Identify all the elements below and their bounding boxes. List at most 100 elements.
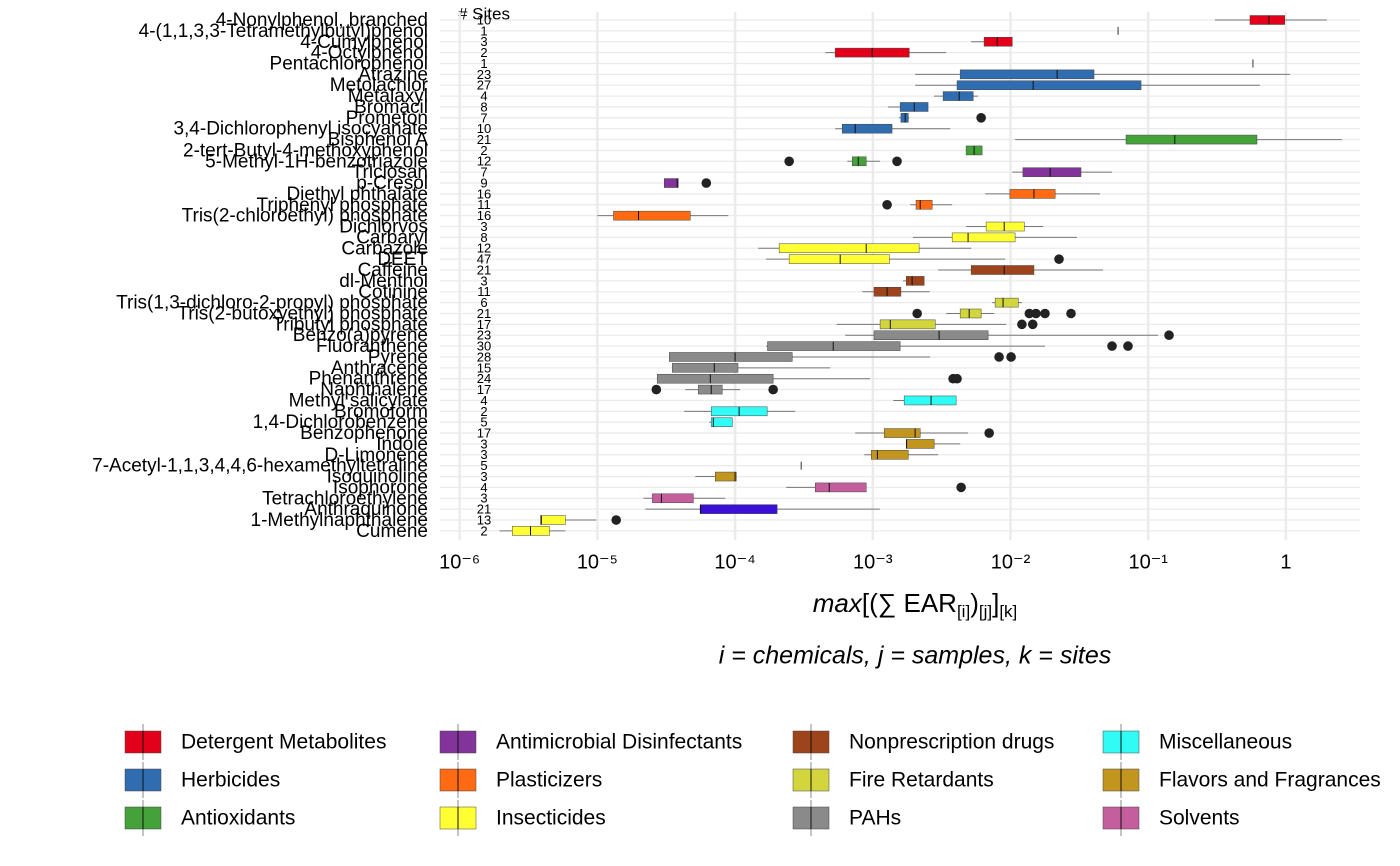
sites-header: # Sites [458,4,510,23]
outlier [956,482,966,493]
row-label: Triphenyl phosphate [257,195,428,216]
row-label: D-Limonene [325,445,429,466]
box [613,210,691,221]
site-count: 27 [477,78,491,93]
site-count: 8 [480,99,487,114]
row-label: 4-Octylphenol [311,43,428,64]
site-count: 28 [477,349,491,364]
site-count: 3 [480,469,487,484]
row-label: Bisphenol A [328,130,429,151]
box [1022,167,1082,177]
row-label: Naphthalene [320,380,428,401]
site-count: 13 [477,512,491,527]
outlier [1107,341,1117,351]
site-count: 16 [477,208,491,223]
row-label: Pyrene [368,347,428,368]
site-count: 3 [480,447,487,462]
row-label: Dichlorvos [339,217,428,238]
site-count: 10 [477,12,491,27]
row-label: DEET [377,249,428,270]
site-count: 30 [477,339,491,354]
box [983,36,1013,47]
outlier [976,113,986,123]
box [664,178,679,188]
row-label: Anthracene [331,358,428,379]
box [956,80,1142,90]
outlier [1054,254,1064,264]
site-count: 12 [477,154,491,169]
x-axis-title-part: ] [992,588,999,618]
site-count: 7 [480,110,487,125]
box [915,200,933,210]
site-count: 23 [477,67,491,82]
site-count: 47 [477,252,491,267]
row-label: Isophorone [333,477,428,498]
box [778,243,920,254]
box [906,276,925,286]
outlier [784,156,794,167]
row-label: Phenanthrene [309,369,428,390]
box [900,113,909,123]
box [970,265,1035,275]
site-count: 10 [477,121,491,136]
row-label: dl-Menthol [339,271,428,292]
row-label: Cumene [356,521,428,542]
site-count: 2 [480,523,487,538]
legend-label: Flavors and Fragrances [1159,769,1381,792]
legend-label: Fire Retardants [849,769,994,792]
row-label: Caffeine [358,260,428,281]
row-label: Fluoranthene [316,336,428,357]
x-axis-title: max[(∑ EAR[i])[j]][k] [813,588,1018,622]
row-label: Tris(2-chloroethyl) phosphate [182,206,428,227]
box [715,471,737,482]
row-label: Anthraquinone [304,499,428,520]
site-count: 3 [480,219,487,234]
box [710,417,733,427]
outlier [1027,319,1038,330]
row-label: Metalaxyl [348,86,428,107]
site-count: 23 [477,328,491,343]
box [698,384,723,395]
x-tick-label: 10⁻² [991,551,1031,573]
box [959,69,1095,80]
row-label: 3,4-Dichlorophenyl isocyanate [173,119,428,140]
outlier [1123,341,1133,351]
row-label: 7-Acetyl-1,1,3,4,4,6-hexamethyltetraline [92,456,428,477]
row-label: 5-Methyl-1H-benzotriazole [205,151,428,172]
site-count: 3 [480,273,487,288]
outlier [1031,308,1041,319]
x-tick-label: 10⁻³ [853,551,893,573]
row-label: p-Cresol [356,173,428,194]
row-label: Methyl salicylate [289,390,428,411]
site-count: 1 [480,23,487,38]
box [1009,189,1056,199]
site-count: 3 [480,436,487,451]
outlier [882,199,892,210]
site-count: 3 [480,34,487,49]
box [672,363,739,373]
x-axis-title-part: [(∑ EAR [862,588,957,618]
x-axis-title-part: [k] [999,602,1017,621]
box [951,232,1016,243]
x-axis-title-part: [i] [957,602,970,621]
outlier [912,308,922,319]
x-axis-title-part: max [813,588,863,618]
box [700,504,778,514]
row-label: Cotinine [358,282,428,303]
site-count: 11 [477,284,491,299]
row-label: Indole [376,434,428,455]
row-label: Benzo(a)pyrene [293,325,428,346]
site-count: 16 [477,186,491,201]
legend-label: Antioxidants [181,807,295,830]
box [767,341,901,351]
outlier [1006,352,1016,362]
site-count: 2 [480,45,487,60]
row-label: Tris(2-butoxyethyl) phosphate [177,304,428,325]
outlier [892,156,902,167]
site-count: 21 [477,306,491,321]
x-axis-title-part: ) [970,588,979,618]
box [994,297,1019,308]
row-label: Metolachlor [330,75,429,96]
site-count: 1 [480,56,487,71]
